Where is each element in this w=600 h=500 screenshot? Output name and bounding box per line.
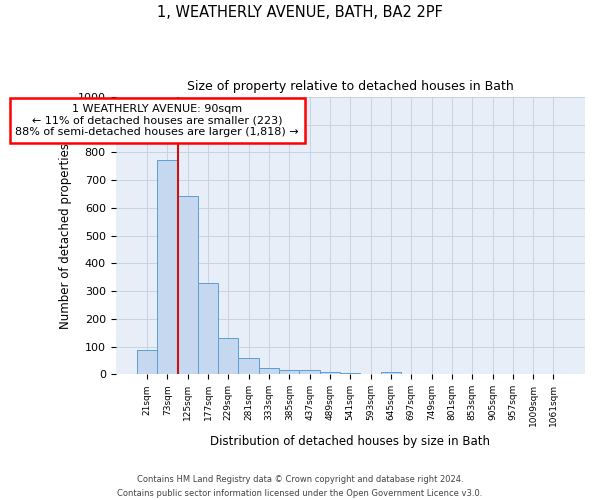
Title: Size of property relative to detached houses in Bath: Size of property relative to detached ho… <box>187 80 514 93</box>
Bar <box>340 373 361 374</box>
Bar <box>178 196 198 374</box>
Bar <box>137 350 157 374</box>
Text: Contains HM Land Registry data © Crown copyright and database right 2024.
Contai: Contains HM Land Registry data © Crown c… <box>118 476 482 498</box>
Bar <box>218 338 238 374</box>
Bar <box>320 372 340 374</box>
Bar <box>299 370 320 374</box>
Bar <box>238 358 259 374</box>
Y-axis label: Number of detached properties: Number of detached properties <box>59 142 72 328</box>
Text: 1 WEATHERLY AVENUE: 90sqm
← 11% of detached houses are smaller (223)
88% of semi: 1 WEATHERLY AVENUE: 90sqm ← 11% of detac… <box>16 104 299 137</box>
Bar <box>259 368 279 374</box>
Text: 1, WEATHERLY AVENUE, BATH, BA2 2PF: 1, WEATHERLY AVENUE, BATH, BA2 2PF <box>157 5 443 20</box>
Bar <box>198 283 218 374</box>
X-axis label: Distribution of detached houses by size in Bath: Distribution of detached houses by size … <box>210 434 490 448</box>
Bar <box>279 370 299 374</box>
Bar <box>381 372 401 374</box>
Bar <box>157 160 178 374</box>
